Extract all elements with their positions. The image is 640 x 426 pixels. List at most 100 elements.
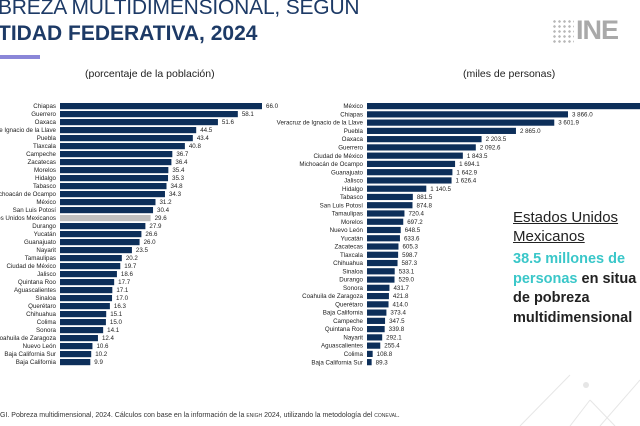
data-label: 19.7 bbox=[124, 263, 137, 270]
data-label: 26.6 bbox=[145, 231, 158, 238]
category-label: Jalisco bbox=[344, 178, 363, 185]
category-label: Jalisco bbox=[37, 271, 56, 278]
bar-0-17 bbox=[60, 239, 140, 246]
category-label: Sonora bbox=[36, 327, 57, 334]
data-label: 881.5 bbox=[417, 194, 433, 201]
data-label: 40.8 bbox=[189, 143, 202, 150]
data-label: 431.7 bbox=[393, 285, 409, 292]
bar-0-21 bbox=[60, 271, 117, 278]
bar-1-30 bbox=[367, 350, 373, 357]
category-label: Veracruz de Ignacio de la Llave bbox=[277, 120, 364, 127]
data-label: 36.4 bbox=[175, 159, 188, 166]
category-label: Nuevo León bbox=[23, 343, 57, 350]
data-label: 14.1 bbox=[107, 327, 120, 334]
category-label: Morelos bbox=[34, 167, 56, 174]
category-label: Tamaulipas bbox=[25, 255, 56, 262]
data-label: 34.3 bbox=[169, 191, 182, 198]
category-label: Puebla bbox=[37, 135, 57, 142]
callout-body: 38.5 millones de personas en situa de po… bbox=[513, 250, 640, 328]
data-label: 3 601.9 bbox=[558, 120, 579, 127]
bar-1-9 bbox=[367, 177, 452, 184]
data-label: 31.2 bbox=[159, 199, 172, 206]
bar-0-10 bbox=[60, 183, 167, 190]
data-label: 347.5 bbox=[389, 318, 405, 325]
data-label: 108.8 bbox=[377, 351, 393, 358]
bar-1-27 bbox=[367, 326, 385, 333]
data-label: 421.8 bbox=[393, 293, 409, 300]
page-title-line1: BREZA MULTIDIMENSIONAL, SEGÚN bbox=[0, 0, 360, 19]
data-label: 587.3 bbox=[402, 260, 418, 267]
data-label: 15.0 bbox=[110, 319, 123, 326]
category-label: Tlaxcala bbox=[340, 252, 364, 259]
callout-title-line1: Estados Unidos bbox=[513, 209, 619, 226]
data-label: 15.1 bbox=[110, 311, 123, 318]
left-chart-subtitle: (porcentaje de la población) bbox=[85, 68, 215, 80]
category-label: Baja California Sur bbox=[311, 359, 363, 366]
bar-1-22 bbox=[367, 284, 390, 291]
category-label: Chiapas bbox=[33, 103, 56, 110]
data-label: 598.7 bbox=[402, 252, 418, 259]
category-label: Tamaulipas bbox=[332, 211, 363, 218]
category-label: Querétaro bbox=[335, 301, 363, 308]
data-label: 89.3 bbox=[376, 359, 389, 366]
page-title-line2: TIDAD FEDERATIVA, 2024 bbox=[0, 22, 258, 45]
bar-1-12 bbox=[367, 202, 413, 209]
source-coneval: coneval bbox=[374, 412, 398, 419]
category-label: San Luis Potosí bbox=[13, 207, 57, 214]
data-label: 414.0 bbox=[393, 301, 409, 308]
category-label: Nuevo León bbox=[330, 227, 364, 234]
category-label: Aguascalientes bbox=[321, 343, 363, 350]
data-label: 51.6 bbox=[222, 119, 235, 126]
data-label: 17.1 bbox=[116, 287, 129, 294]
data-label: 1 626.4 bbox=[456, 178, 477, 185]
data-label: 697.2 bbox=[407, 219, 423, 226]
category-label: Sinaloa bbox=[342, 268, 363, 275]
category-label: Tabasco bbox=[33, 183, 57, 190]
callout-title-line2: Mexicanos bbox=[513, 228, 585, 245]
data-label: 648.5 bbox=[405, 227, 421, 234]
data-label: 339.8 bbox=[389, 326, 405, 333]
category-label: Guerrero bbox=[338, 145, 363, 152]
bar-0-31 bbox=[60, 351, 92, 358]
data-label: 27.9 bbox=[149, 223, 162, 230]
data-label: 10.6 bbox=[96, 343, 109, 350]
bar-1-10 bbox=[367, 185, 427, 192]
data-label: 2 865.0 bbox=[520, 128, 541, 135]
bar-1-19 bbox=[367, 259, 398, 267]
bar-1-23 bbox=[367, 292, 389, 300]
category-label: Durango bbox=[32, 223, 56, 230]
category-label: México bbox=[36, 199, 56, 206]
bar-0-26 bbox=[60, 311, 107, 318]
category-label: Campeche bbox=[26, 151, 56, 158]
category-label: Coahuila de Zaragoza bbox=[0, 335, 57, 342]
bar-1-7 bbox=[367, 160, 456, 168]
data-label: 1 140.5 bbox=[430, 186, 451, 193]
bar-0-1 bbox=[60, 111, 238, 118]
bar-0-28 bbox=[60, 327, 104, 334]
bar-0-14 bbox=[60, 215, 151, 222]
right-chart-subtitle: (miles de personas) bbox=[463, 68, 556, 80]
bar-0-27 bbox=[60, 319, 106, 326]
bar-0-19 bbox=[60, 255, 122, 262]
data-label: 529.0 bbox=[399, 277, 415, 284]
bar-1-17 bbox=[367, 243, 399, 250]
category-label: Sinaloa bbox=[35, 295, 56, 302]
category-label: Michoacán de Ocampo bbox=[0, 191, 57, 198]
data-label: 605.3 bbox=[402, 244, 418, 251]
data-label: 874.8 bbox=[416, 202, 432, 209]
category-label: Puebla bbox=[344, 128, 364, 135]
category-label: Quintana Roo bbox=[18, 279, 57, 286]
bar-1-28 bbox=[367, 334, 383, 341]
data-label: 29.6 bbox=[155, 215, 168, 222]
category-label: Ciudad de México bbox=[6, 263, 56, 270]
data-label: 36.7 bbox=[176, 151, 189, 158]
data-label: 633.6 bbox=[404, 235, 420, 242]
category-label: Nayarit bbox=[36, 247, 56, 254]
data-label: 720.4 bbox=[408, 211, 424, 218]
bar-0-24 bbox=[60, 295, 113, 302]
data-label: 533.1 bbox=[399, 268, 415, 275]
category-label: Zacatecas bbox=[334, 244, 363, 251]
category-label: Estados Unidos Mexicanos bbox=[0, 215, 56, 222]
